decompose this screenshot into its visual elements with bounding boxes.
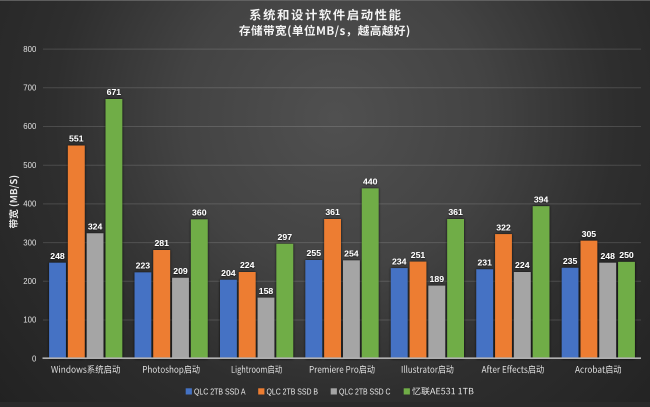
svg-text:248: 248 <box>50 251 65 261</box>
svg-text:551: 551 <box>69 134 84 144</box>
svg-text:300: 300 <box>23 238 37 247</box>
svg-text:361: 361 <box>325 207 340 217</box>
svg-text:600: 600 <box>23 122 37 131</box>
svg-text:QLC 2TB SSD C: QLC 2TB SSD C <box>339 387 391 396</box>
svg-text:305: 305 <box>582 229 597 239</box>
svg-text:360: 360 <box>192 208 207 218</box>
svg-text:281: 281 <box>154 238 169 248</box>
svg-text:224: 224 <box>240 260 255 270</box>
svg-text:223: 223 <box>136 261 151 271</box>
svg-text:231: 231 <box>477 258 492 268</box>
svg-text:251: 251 <box>411 250 426 260</box>
svg-text:324: 324 <box>88 222 103 232</box>
svg-text:234: 234 <box>392 256 407 266</box>
svg-text:394: 394 <box>534 194 549 204</box>
svg-text:100: 100 <box>23 316 37 325</box>
svg-text:235: 235 <box>563 256 578 266</box>
svg-text:209: 209 <box>173 266 188 276</box>
svg-text:0: 0 <box>32 354 37 363</box>
svg-text:200: 200 <box>23 277 37 286</box>
svg-text:400: 400 <box>23 200 37 209</box>
svg-text:440: 440 <box>363 177 378 187</box>
svg-text:361: 361 <box>448 207 463 217</box>
svg-text:700: 700 <box>23 84 37 93</box>
svg-text:189: 189 <box>430 274 445 284</box>
svg-text:500: 500 <box>23 161 37 170</box>
svg-text:250: 250 <box>619 250 634 260</box>
svg-text:297: 297 <box>278 232 293 242</box>
svg-text:QLC 2TB SSD A: QLC 2TB SSD A <box>194 387 246 396</box>
svg-text:322: 322 <box>496 222 511 232</box>
svg-text:254: 254 <box>344 249 359 259</box>
svg-text:255: 255 <box>307 248 322 258</box>
svg-text:248: 248 <box>600 251 615 261</box>
svg-text:158: 158 <box>259 286 274 296</box>
svg-text:224: 224 <box>515 260 530 270</box>
svg-text:800: 800 <box>23 45 37 54</box>
svg-text:671: 671 <box>107 87 122 97</box>
svg-text:204: 204 <box>221 268 236 278</box>
svg-text:QLC 2TB SSD B: QLC 2TB SSD B <box>267 387 319 396</box>
